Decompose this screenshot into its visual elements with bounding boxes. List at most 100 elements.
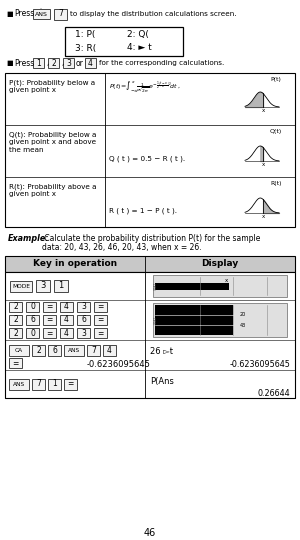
Text: 20: 20 <box>240 313 246 318</box>
Text: or: or <box>76 58 84 68</box>
Text: Press: Press <box>14 10 34 18</box>
Text: ,: , <box>61 58 63 68</box>
Text: 2: 2 <box>36 346 41 355</box>
Bar <box>9 315 22 325</box>
Text: Display: Display <box>201 260 238 268</box>
Text: 46: 46 <box>144 528 156 538</box>
Bar <box>26 302 39 312</box>
Text: 3: 3 <box>81 302 86 311</box>
Bar <box>64 345 84 356</box>
Text: 2: 2 <box>51 58 56 68</box>
Text: given point x and above: given point x and above <box>9 139 96 145</box>
Text: =: = <box>97 329 104 338</box>
Text: ■: ■ <box>6 11 13 17</box>
Bar <box>94 302 107 312</box>
Bar <box>153 275 287 297</box>
Bar <box>9 345 29 356</box>
Text: 1: P(: 1: P( <box>75 30 95 38</box>
Text: =: = <box>97 302 104 311</box>
Bar <box>54 9 67 19</box>
Bar <box>77 302 90 312</box>
Text: x: x <box>262 214 265 219</box>
Bar <box>103 345 116 356</box>
Text: 2: 2 <box>13 315 18 325</box>
Text: 7: 7 <box>36 380 41 388</box>
Text: 4: 4 <box>64 315 69 325</box>
Text: R(t): Probability above a: R(t): Probability above a <box>9 183 97 190</box>
Text: =: = <box>12 359 19 368</box>
Text: -0.6236095645: -0.6236095645 <box>86 360 150 369</box>
Bar <box>48 379 61 389</box>
Text: 1: 1 <box>36 58 41 68</box>
Text: –: – <box>40 6 42 10</box>
Text: ,: , <box>46 58 48 68</box>
Bar <box>63 58 74 68</box>
Text: MODE: MODE <box>12 284 30 288</box>
Bar <box>60 328 73 339</box>
Bar <box>26 328 39 339</box>
Text: the mean: the mean <box>9 147 44 153</box>
Bar <box>9 302 22 312</box>
Text: given point x: given point x <box>9 191 56 197</box>
Bar <box>48 58 59 68</box>
Text: -0.6236095645: -0.6236095645 <box>229 360 290 369</box>
Text: =: = <box>97 315 104 325</box>
Text: ANS: ANS <box>68 348 80 353</box>
Bar <box>94 328 107 339</box>
Text: to display the distribution calculations screen.: to display the distribution calculations… <box>70 11 236 17</box>
Bar <box>153 303 287 337</box>
Text: CA: CA <box>15 348 23 353</box>
Bar <box>9 328 22 339</box>
Text: =: = <box>46 329 53 338</box>
Text: =: = <box>46 315 53 325</box>
Bar <box>65 27 183 56</box>
Bar <box>77 315 90 325</box>
Text: 0: 0 <box>30 302 35 311</box>
Text: =: = <box>67 380 74 388</box>
Text: 1: 1 <box>58 281 64 291</box>
Bar <box>32 345 45 356</box>
Bar <box>5 272 295 398</box>
Text: P(t): Probability below a: P(t): Probability below a <box>9 79 95 85</box>
Text: R ( t ) = 1 − P ( t ).: R ( t ) = 1 − P ( t ). <box>109 208 177 214</box>
Text: 4: 4 <box>64 329 69 338</box>
Text: 0: 0 <box>30 329 35 338</box>
Bar <box>32 379 45 389</box>
Bar <box>54 280 68 292</box>
Text: data: 20, 43, 26, 46, 20, 43, when x = 26.: data: 20, 43, 26, 46, 20, 43, when x = 2… <box>42 243 202 252</box>
Bar <box>85 58 96 68</box>
Text: Key in operation: Key in operation <box>33 260 117 268</box>
Text: Example:: Example: <box>8 234 50 243</box>
Text: x: x <box>262 163 265 167</box>
Bar <box>5 256 295 272</box>
Text: $P(t)\!=\!\int_{-\infty}^{x}\!\frac{1}{\sigma\!\sqrt{2\pi}}e^{-\frac{1}{2}\!\lef: $P(t)\!=\!\int_{-\infty}^{x}\!\frac{1}{\… <box>109 79 181 94</box>
Text: 7: 7 <box>91 346 96 355</box>
Bar <box>60 315 73 325</box>
Text: Calculate the probability distribution P(t) for the sample: Calculate the probability distribution P… <box>42 234 260 243</box>
Bar <box>33 9 50 19</box>
Text: 4: 4 <box>107 346 112 355</box>
Text: STAT: STAT <box>154 282 158 290</box>
Bar <box>48 345 61 356</box>
Text: x: x <box>225 278 228 283</box>
Bar <box>36 280 50 292</box>
Text: P(t): P(t) <box>270 78 281 83</box>
Text: x: x <box>218 306 222 311</box>
Text: 4: 4 <box>88 58 93 68</box>
Bar <box>87 345 100 356</box>
Text: for the corresponding calculations.: for the corresponding calculations. <box>99 60 224 66</box>
Text: 26 ▻t: 26 ▻t <box>150 347 173 356</box>
Text: Press: Press <box>14 58 34 68</box>
Text: 4: 4 <box>64 302 69 311</box>
Bar <box>10 280 32 292</box>
Text: 6: 6 <box>30 315 35 325</box>
Bar <box>94 315 107 325</box>
Bar <box>60 302 73 312</box>
Bar <box>5 73 295 227</box>
Text: 4: ► t: 4: ► t <box>127 44 152 52</box>
Bar <box>155 283 229 290</box>
Bar <box>9 359 22 368</box>
Text: 3: 3 <box>66 58 71 68</box>
Text: Q(t): Probability below a: Q(t): Probability below a <box>9 131 96 138</box>
Text: 1: 1 <box>52 380 57 388</box>
